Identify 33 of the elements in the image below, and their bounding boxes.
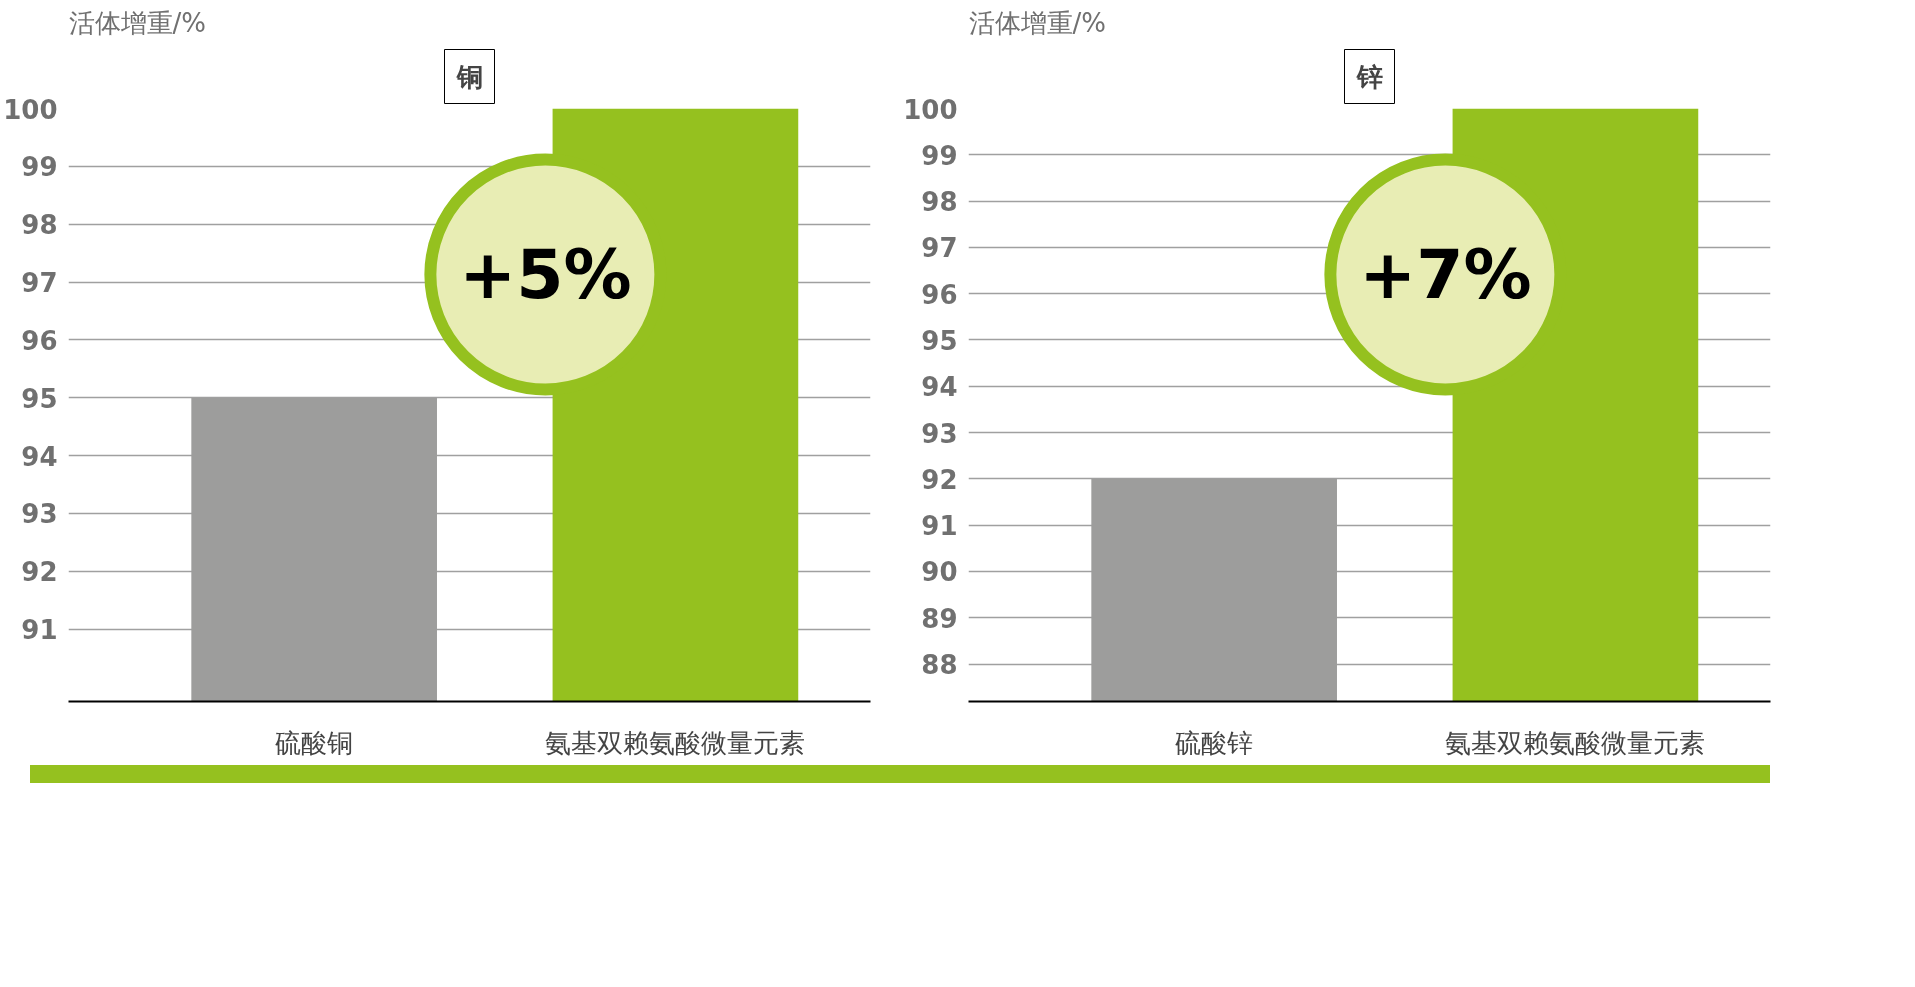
y-tick-label: 98 [21,210,58,241]
y-tick-label: 95 [21,383,58,414]
y-tick-label: 91 [21,615,58,646]
y-tick-label: 99 [921,140,958,171]
y-tick-label: 92 [921,464,958,495]
y-tick-label: 89 [921,603,958,634]
y-tick-label: 99 [21,152,58,183]
y-tick-label: 98 [921,187,958,218]
y-axis-title: 活体增重/% [68,7,206,38]
y-tick-label: 92 [21,557,58,588]
y-tick-label: 97 [921,233,958,264]
chart-title: 锌 [1355,61,1383,92]
y-tick-label: 100 [3,94,58,125]
annotation: +7% [1359,235,1532,315]
x-tick-label: 硫酸铜 [275,727,354,758]
x-tick-label: 硫酸锌 [1175,727,1254,758]
annotation: +5% [459,235,632,315]
chart-title: 铜 [455,61,483,92]
y-tick-label: 93 [21,499,58,530]
y-tick-label: 94 [21,441,58,472]
y-tick-label: 96 [921,279,958,310]
y-tick-label: 95 [921,325,958,356]
x-tick-label: 氨基双赖氨酸微量元素 [545,727,806,758]
y-tick-label: 91 [921,511,958,542]
y-tick-label: 97 [21,268,58,299]
y-tick-label: 96 [21,325,58,356]
y-tick-label: 100 [903,94,958,125]
y-tick-label: 90 [921,557,958,588]
x-tick-label: 氨基双赖氨酸微量元素 [1445,727,1706,758]
y-axis-title: 活体增重/% [968,7,1106,38]
y-tick-label: 88 [921,650,958,680]
y-tick-label: 94 [921,372,958,403]
y-tick-label: 93 [921,418,958,449]
